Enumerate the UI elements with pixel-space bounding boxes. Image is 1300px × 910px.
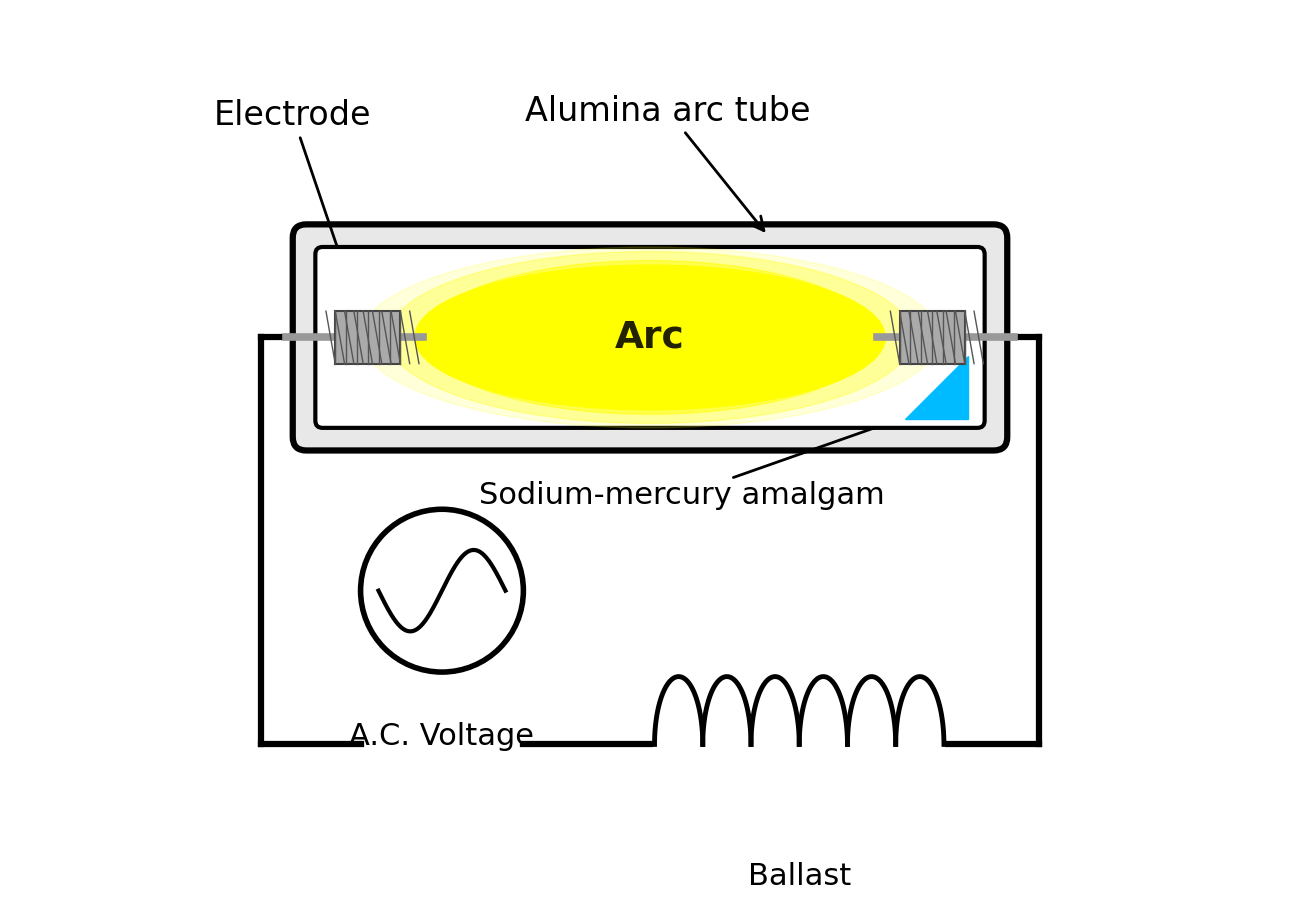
Text: Ballast: Ballast <box>747 862 852 891</box>
Text: Sodium-mercury amalgam: Sodium-mercury amalgam <box>478 399 954 511</box>
Bar <box>335 311 400 364</box>
Ellipse shape <box>387 251 913 423</box>
FancyBboxPatch shape <box>316 247 984 428</box>
Circle shape <box>360 510 524 672</box>
Ellipse shape <box>415 265 885 410</box>
Text: Arc: Arc <box>615 319 685 356</box>
Polygon shape <box>905 356 968 419</box>
Ellipse shape <box>360 247 940 428</box>
FancyBboxPatch shape <box>292 225 1008 450</box>
Text: Electrode: Electrode <box>214 99 372 318</box>
Ellipse shape <box>424 260 876 414</box>
Text: Alumina arc tube: Alumina arc tube <box>525 95 811 230</box>
Text: A.C. Voltage: A.C. Voltage <box>350 722 534 751</box>
Ellipse shape <box>460 269 840 405</box>
Bar <box>900 311 965 364</box>
